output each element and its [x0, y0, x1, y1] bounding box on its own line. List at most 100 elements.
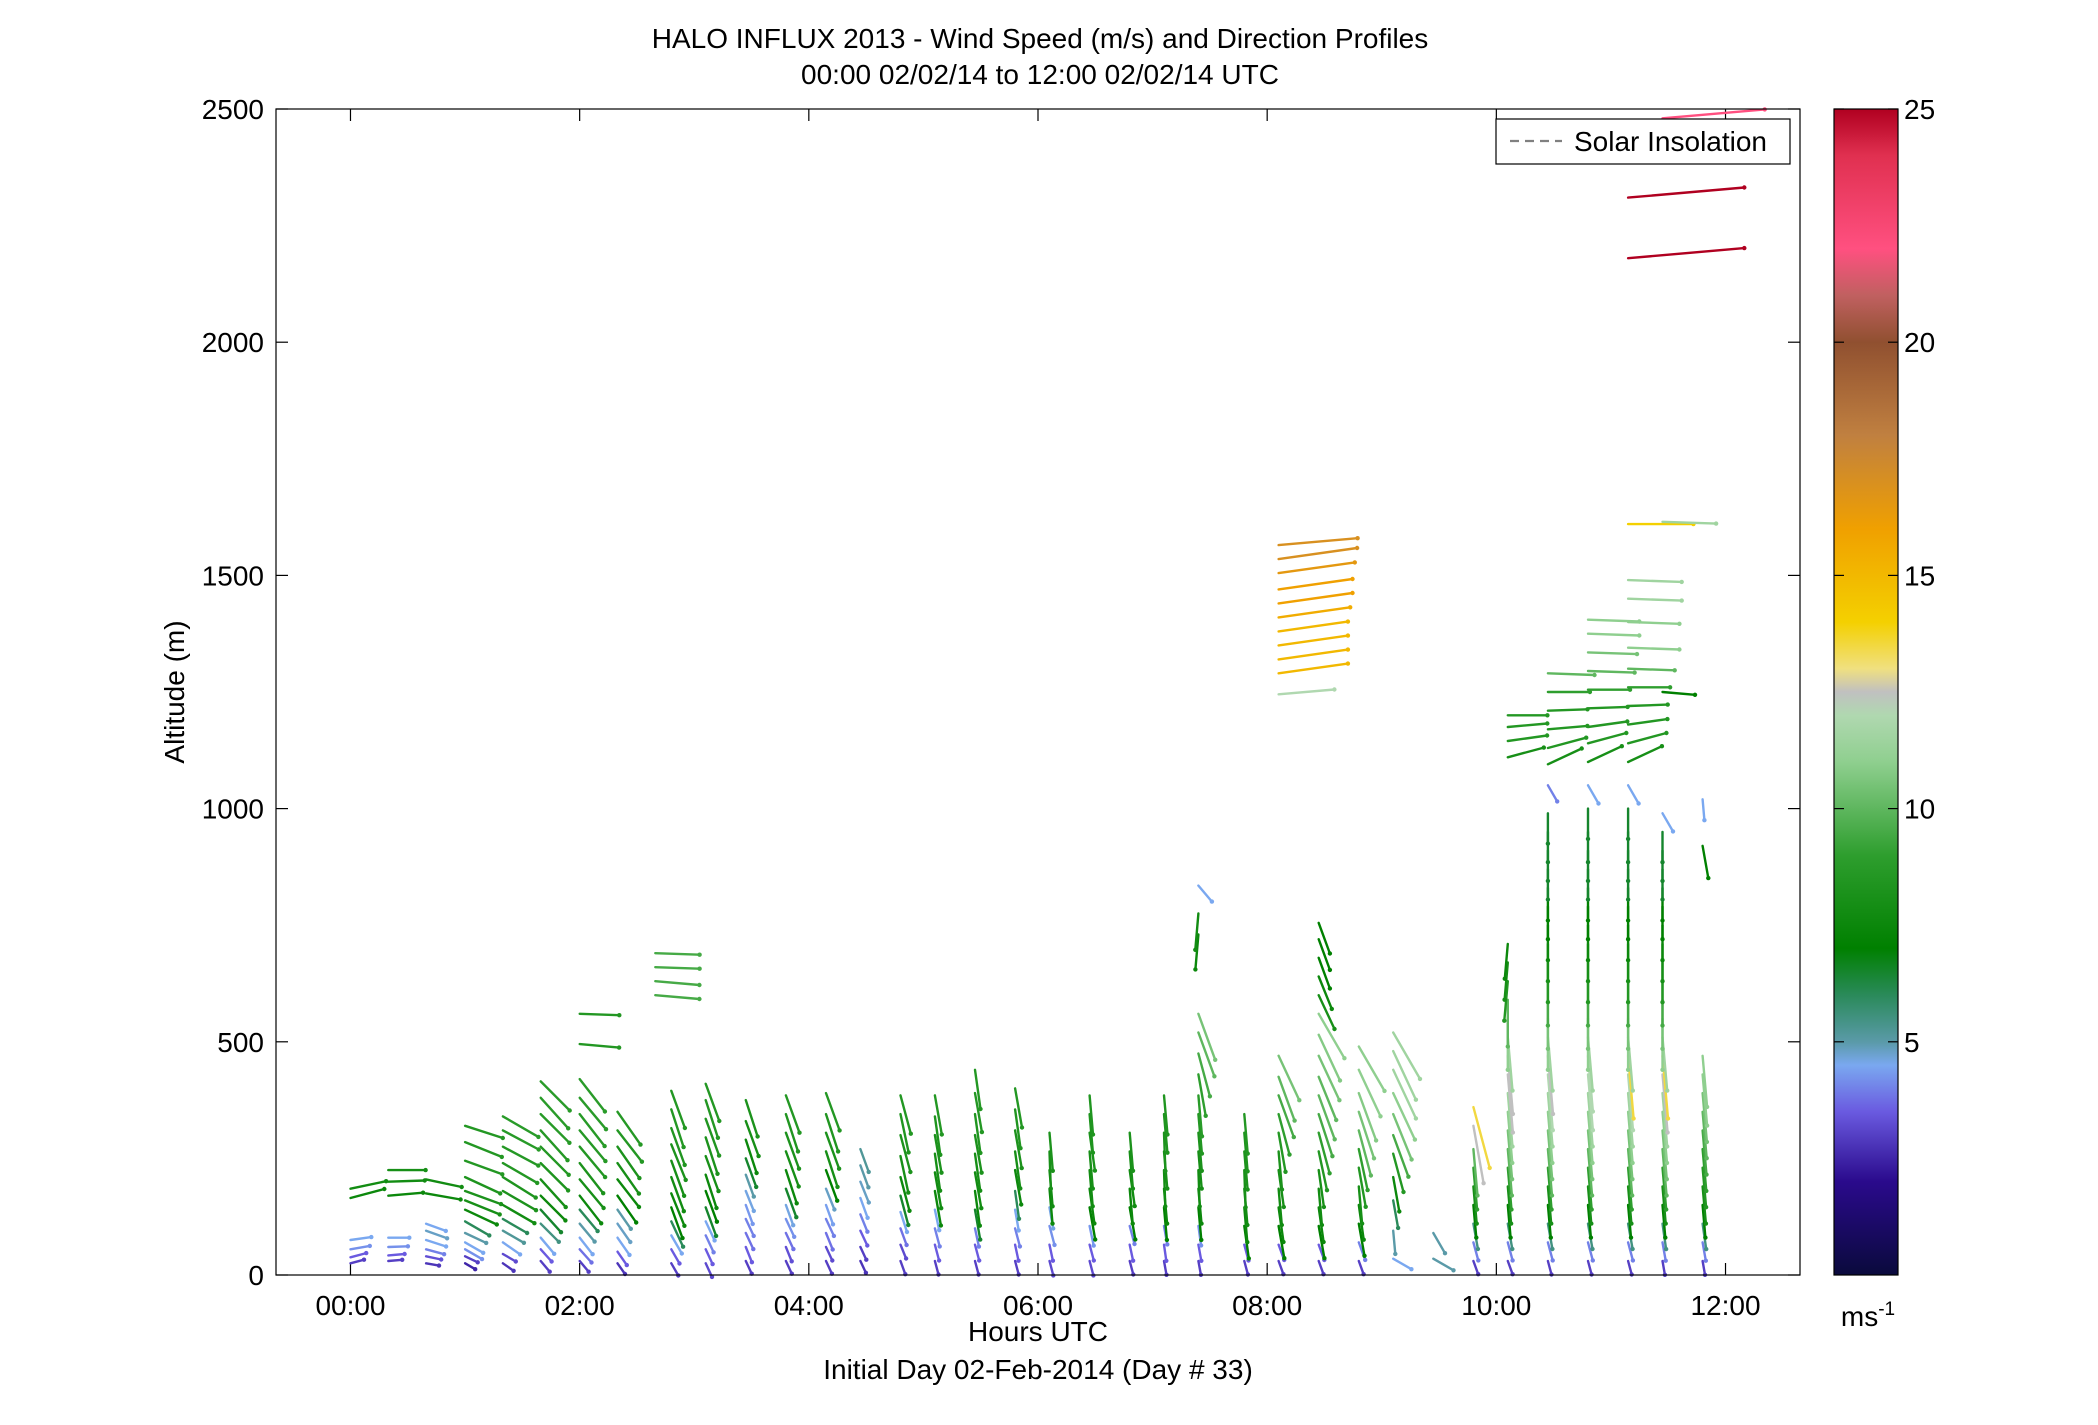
wind-vector — [1013, 1259, 1020, 1276]
wind-vector — [539, 1178, 567, 1209]
wind-vector-head — [423, 1167, 428, 1173]
wind-vector — [1586, 651, 1639, 656]
wind-vector-head — [1634, 651, 1640, 657]
wind-vector — [1317, 1112, 1334, 1158]
wind-vector-head — [1130, 1186, 1136, 1191]
wind-vector-head — [1703, 1205, 1709, 1210]
wind-vector — [784, 1131, 801, 1170]
wind-vector — [1277, 1187, 1284, 1227]
wind-vector — [1472, 1105, 1491, 1170]
wind-vector-head — [487, 1233, 492, 1238]
wind-vector-head — [1209, 899, 1215, 904]
x-tick-label: 12:00 — [1690, 1290, 1760, 1321]
wind-vector-head — [1363, 1204, 1368, 1210]
wind-vector-head — [1245, 1222, 1250, 1228]
wind-vector — [578, 1194, 603, 1225]
wind-vector-head — [1332, 1137, 1337, 1142]
wind-vector — [1661, 690, 1697, 696]
wind-vector — [1317, 921, 1332, 955]
wind-vector-head — [1550, 1246, 1555, 1252]
wind-vector-head — [866, 1169, 871, 1175]
wind-vector-head — [1665, 716, 1670, 722]
wind-vector-head — [1213, 1057, 1218, 1063]
wind-vector-head — [1713, 521, 1719, 526]
wind-vector-head — [616, 1045, 622, 1050]
wind-vector — [670, 1126, 686, 1167]
wind-vector — [1626, 1203, 1633, 1239]
wind-vector-head — [1052, 1242, 1057, 1248]
wind-vector-head — [1199, 1168, 1205, 1174]
wind-vector — [1661, 812, 1675, 833]
wind-vector-head — [1742, 185, 1747, 190]
wind-vector — [1586, 745, 1624, 764]
wind-vector — [1277, 1259, 1285, 1276]
wind-vector-head — [1630, 1246, 1635, 1252]
wind-vector — [1432, 1257, 1455, 1272]
wind-vector-head — [1324, 1188, 1330, 1193]
wind-vector-head — [1663, 1246, 1669, 1252]
wind-vector — [744, 1231, 755, 1251]
wind-vector — [784, 1217, 796, 1239]
wind-vector-head — [1510, 1272, 1515, 1277]
wind-vector-head — [1090, 1186, 1096, 1191]
wind-vector-head — [1585, 860, 1591, 865]
wind-vector-head — [979, 1129, 985, 1135]
wind-vector — [1701, 844, 1710, 880]
wind-vector — [1626, 1110, 1634, 1165]
wind-vector-head — [473, 1267, 478, 1272]
wind-vector-head — [566, 1172, 571, 1178]
wind-vector-head — [1704, 1139, 1710, 1145]
wind-vector-head — [977, 1223, 982, 1228]
wind-vector-head — [536, 1163, 541, 1168]
wind-vector — [973, 1133, 983, 1174]
wind-vector-head — [865, 1243, 870, 1248]
wind-vector-head — [715, 1135, 721, 1141]
wind-vector-head — [1368, 1173, 1374, 1178]
wind-vector-head — [865, 1229, 870, 1234]
wind-vector — [1357, 1091, 1378, 1142]
y-tick-labels: 0 500 1000 1500 2000 2500 — [202, 94, 264, 1291]
wind-vector-head — [904, 1229, 910, 1235]
wind-vector-head — [938, 1223, 944, 1228]
wind-vector — [1277, 1094, 1296, 1139]
wind-vector — [616, 1208, 632, 1231]
wind-vector-head — [1585, 1023, 1591, 1028]
wind-vector — [1661, 1110, 1669, 1165]
wind-vector-head — [1632, 670, 1637, 675]
wind-vector-head — [1352, 560, 1358, 565]
wind-vector-head — [369, 1234, 374, 1240]
colorbar-unit: ms-1 — [1841, 1299, 1895, 1332]
wind-vector-head — [603, 1158, 608, 1164]
wind-vector-head — [979, 1170, 984, 1175]
wind-vector — [1317, 994, 1336, 1031]
wind-vector — [859, 1245, 868, 1261]
wind-vector — [1506, 1147, 1514, 1197]
wind-vector-head — [1378, 1114, 1383, 1119]
wind-vector-head — [1330, 1154, 1335, 1159]
colorbar-tick-label: 25 — [1904, 94, 1935, 125]
wind-vector-head — [533, 1208, 539, 1213]
x-axis-label: Hours UTC — [968, 1316, 1108, 1347]
wind-vector — [1197, 1031, 1216, 1078]
wind-vector-head — [1297, 1098, 1302, 1103]
wind-vector-head — [602, 1109, 608, 1114]
wind-vector-head — [1637, 633, 1642, 638]
wind-vector-head — [1130, 1258, 1136, 1263]
wind-vector-head — [682, 1162, 687, 1168]
wind-vector — [1661, 1091, 1669, 1148]
wind-vector — [616, 1194, 638, 1224]
wind-vector-head — [1505, 1067, 1511, 1073]
wind-vector-head — [756, 1153, 761, 1159]
wind-vector-head — [1193, 967, 1198, 972]
wind-vector-head — [681, 1209, 686, 1214]
wind-vector-head — [1550, 1111, 1556, 1117]
wind-vector — [1277, 537, 1359, 547]
wind-vector — [463, 1199, 501, 1216]
wind-vector — [424, 1222, 447, 1233]
wind-vector-head — [1549, 1221, 1554, 1226]
wind-vector-head — [1585, 958, 1591, 963]
wind-vector-head — [836, 1166, 842, 1171]
wind-vector-head — [1692, 692, 1698, 697]
wind-vector-head — [536, 1147, 541, 1152]
wind-vector — [973, 1068, 982, 1111]
